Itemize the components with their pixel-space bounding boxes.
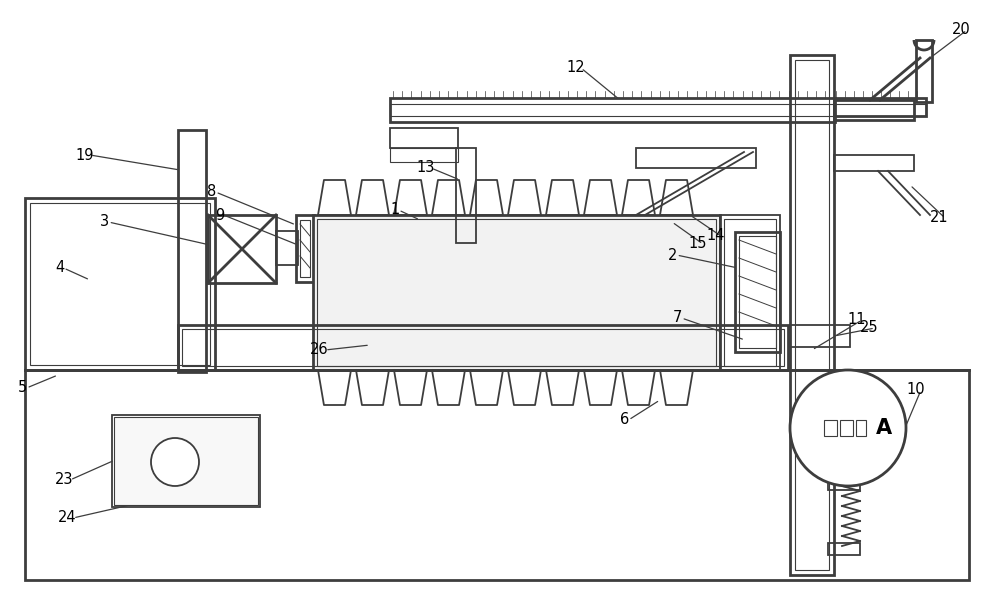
Bar [856, 420, 866, 436]
Bar [25, 198, 215, 370]
Text: 3: 3 [100, 215, 109, 230]
Bar [834, 155, 914, 171]
Bar [390, 148, 458, 162]
Text: 20: 20 [952, 22, 971, 38]
Bar [390, 104, 835, 116]
Bar [30, 203, 210, 365]
Text: 15: 15 [688, 236, 706, 251]
Text: 21: 21 [930, 210, 949, 225]
Bar [724, 219, 776, 366]
Text: 25: 25 [860, 321, 879, 336]
Bar [720, 215, 780, 370]
Text: 5: 5 [18, 381, 27, 396]
Bar [25, 370, 969, 580]
Text: 13: 13 [416, 161, 434, 176]
Text: 10: 10 [906, 382, 925, 398]
Bar [178, 130, 206, 372]
Bar [795, 60, 829, 570]
Bar [112, 415, 260, 507]
Bar [296, 215, 314, 282]
Bar [390, 128, 458, 148]
Bar [790, 55, 834, 575]
Bar [739, 236, 776, 348]
Bar [790, 325, 850, 347]
Text: 2: 2 [668, 247, 677, 262]
Circle shape [790, 370, 906, 486]
Text: 4: 4 [55, 261, 64, 276]
Bar [828, 483, 860, 490]
Text: 19: 19 [75, 147, 94, 162]
Text: 7: 7 [673, 310, 682, 325]
Bar [840, 420, 853, 436]
Text: 11: 11 [847, 313, 866, 327]
Text: 1: 1 [390, 202, 399, 218]
Bar [390, 98, 835, 122]
Bar [317, 219, 716, 366]
Bar [178, 325, 788, 370]
Text: A: A [876, 418, 892, 438]
Bar [300, 220, 310, 277]
Bar [636, 148, 756, 168]
Text: 6: 6 [620, 413, 629, 427]
Bar [182, 329, 784, 366]
Bar [834, 104, 926, 116]
Bar [735, 232, 780, 352]
Bar [313, 215, 720, 370]
Bar [834, 98, 926, 116]
Bar [834, 100, 914, 120]
Bar [828, 543, 860, 555]
Bar [916, 40, 932, 102]
Bar [208, 215, 276, 283]
Bar [276, 231, 298, 265]
Text: 8: 8 [207, 184, 216, 199]
Text: 14: 14 [706, 228, 724, 244]
Circle shape [151, 438, 199, 486]
Text: 9: 9 [215, 207, 224, 222]
Text: 26: 26 [310, 342, 329, 358]
Text: 23: 23 [55, 473, 74, 487]
Text: 24: 24 [58, 510, 77, 525]
Bar [824, 420, 837, 436]
Bar [114, 417, 258, 505]
Bar [456, 148, 476, 243]
Text: 12: 12 [566, 61, 585, 76]
